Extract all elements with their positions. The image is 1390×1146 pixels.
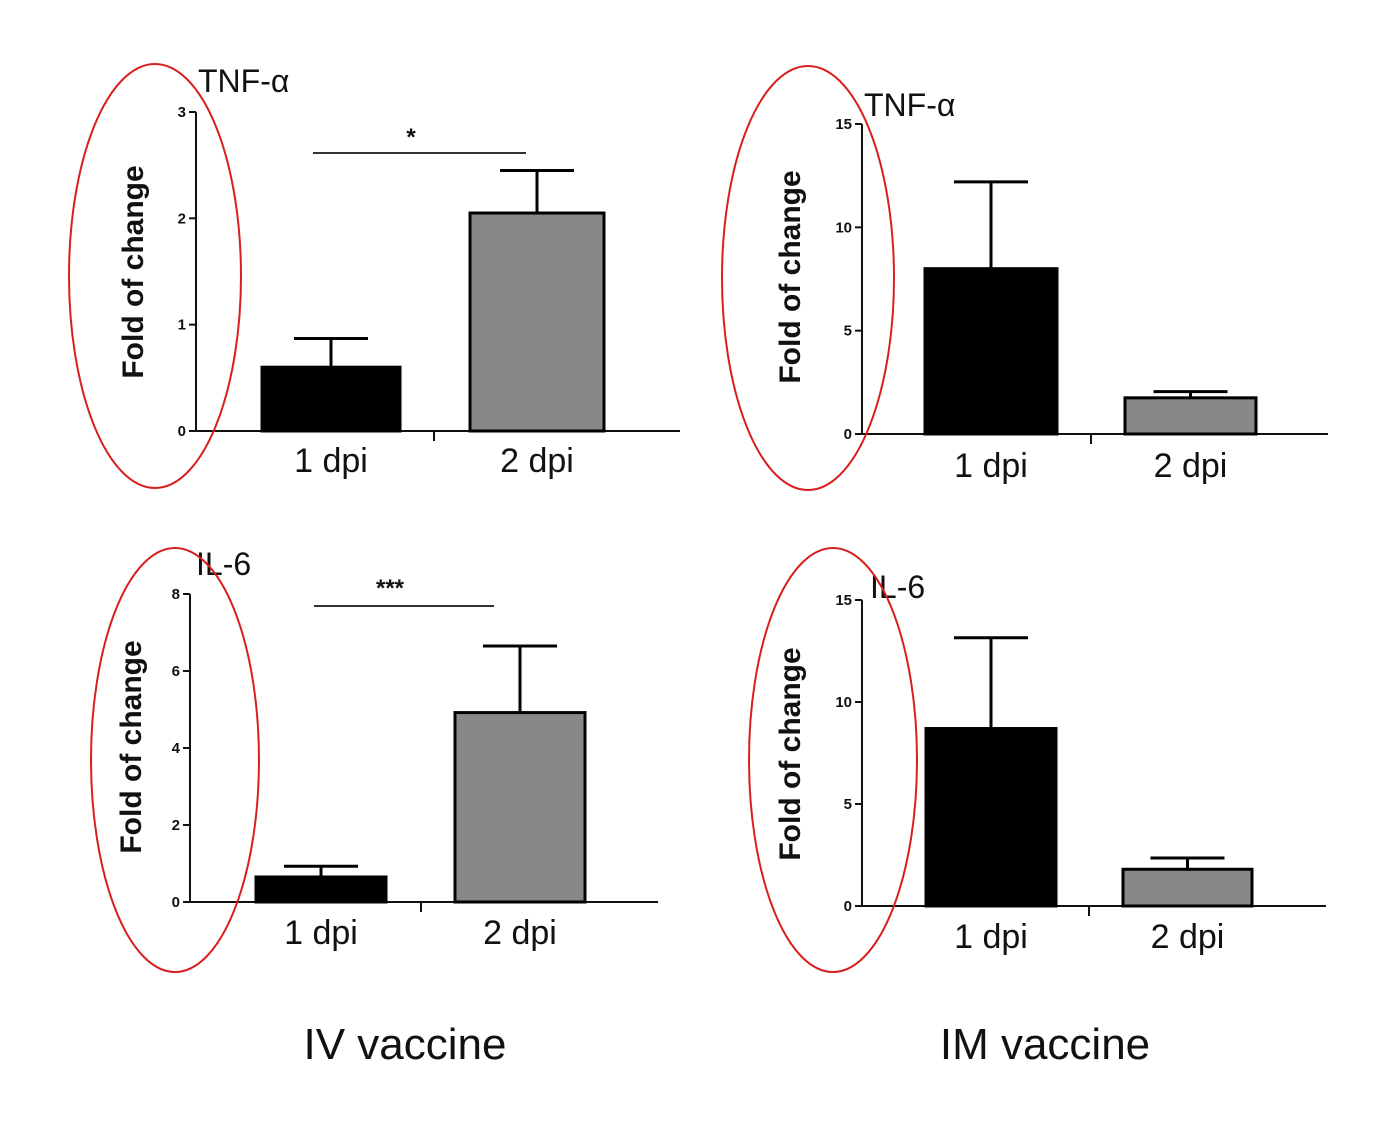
x-category-label: 1 dpi xyxy=(954,447,1028,485)
y-tick-label: 6 xyxy=(172,663,180,680)
y-tick-label: 1 xyxy=(178,317,186,334)
y-tick-label: 15 xyxy=(835,116,852,133)
y-tick-label: 0 xyxy=(172,894,180,911)
bar-1-dpi xyxy=(923,267,1059,436)
chart-panel-4: 0 5 10 15 1 dpi 2 dpi IL-6 Fold of change xyxy=(748,547,1326,973)
y-tick-label: 5 xyxy=(844,796,852,813)
chart-panel-2: 0 5 10 15 1 dpi 2 dpi TNF-α Fold of change xyxy=(721,65,1328,491)
y-tick-label: 10 xyxy=(835,219,852,236)
y-tick-label: 2 xyxy=(178,210,186,227)
y-axis-label: Fold of change xyxy=(774,647,807,860)
y-tick-label: 4 xyxy=(172,740,181,757)
bar-1-dpi xyxy=(260,365,402,433)
y-tick-label: 8 xyxy=(172,586,180,603)
y-tick-label: 0 xyxy=(178,423,186,440)
bar-1-dpi xyxy=(924,727,1058,908)
x-category-label: 2 dpi xyxy=(1151,918,1225,956)
bar-1-dpi xyxy=(254,875,388,904)
x-category-label: 2 dpi xyxy=(483,914,557,952)
y-tick-label: 0 xyxy=(844,426,852,443)
y-tick-label: 15 xyxy=(835,592,852,609)
x-category-label: 1 dpi xyxy=(284,914,358,952)
caption-iv-vaccine: IV vaccine xyxy=(303,1020,507,1069)
x-category-label: 1 dpi xyxy=(294,442,368,480)
y-axis-label: Fold of change xyxy=(774,170,807,383)
annotation-ellipse xyxy=(90,547,260,973)
x-category-label: 2 dpi xyxy=(500,442,574,480)
y-tick-label: 5 xyxy=(844,323,852,340)
chart-title: IL-6 xyxy=(196,546,251,582)
y-axis-label: Fold of change xyxy=(117,165,150,378)
y-tick-label: 3 xyxy=(178,104,186,121)
annotation-ellipse xyxy=(748,547,918,973)
bar-2-dpi xyxy=(1123,396,1258,436)
chart-title: TNF-α xyxy=(864,87,955,123)
chart-title: IL-6 xyxy=(870,569,925,605)
bar-2-dpi xyxy=(1121,867,1254,908)
y-tick-label: 10 xyxy=(835,694,852,711)
chart-title: TNF-α xyxy=(198,63,289,99)
y-axis-label: Fold of change xyxy=(115,640,148,853)
chart-panel-1: 0 1 2 3 1 dpi 2 dpi TNF-α Fold of change * xyxy=(68,63,680,489)
bar-2-dpi xyxy=(468,211,606,433)
y-tick-label: 2 xyxy=(172,817,180,834)
x-category-label: 2 dpi xyxy=(1154,447,1228,485)
caption-im-vaccine: IM vaccine xyxy=(939,1020,1151,1069)
y-tick-label: 0 xyxy=(844,898,852,915)
bar-2-dpi xyxy=(453,711,587,904)
annotation-ellipse xyxy=(68,63,242,489)
significance-marker: *** xyxy=(376,575,405,602)
significance-marker: * xyxy=(406,124,416,151)
x-category-label: 1 dpi xyxy=(954,918,1028,956)
chart-panel-3: 0 2 4 6 8 1 dpi 2 dpi IL-6 Fold of change *** xyxy=(90,546,658,973)
annotation-ellipse xyxy=(721,65,895,491)
